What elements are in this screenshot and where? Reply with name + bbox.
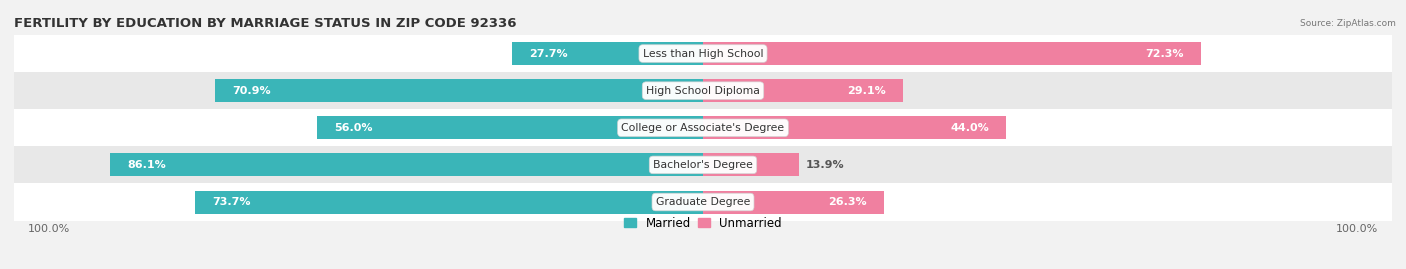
Text: College or Associate's Degree: College or Associate's Degree <box>621 123 785 133</box>
Bar <box>14 183 1392 221</box>
Text: 100.0%: 100.0% <box>1336 224 1378 233</box>
Text: Graduate Degree: Graduate Degree <box>655 197 751 207</box>
Bar <box>703 116 1007 139</box>
Text: 29.1%: 29.1% <box>848 86 886 96</box>
Text: 26.3%: 26.3% <box>828 197 868 207</box>
Bar <box>318 116 703 139</box>
Text: 70.9%: 70.9% <box>232 86 270 96</box>
Text: 100.0%: 100.0% <box>28 224 70 233</box>
Text: 56.0%: 56.0% <box>335 123 373 133</box>
Text: High School Diploma: High School Diploma <box>647 86 759 96</box>
Text: 72.3%: 72.3% <box>1146 48 1184 59</box>
Bar <box>14 146 1392 183</box>
Bar <box>512 42 703 65</box>
Bar <box>703 42 1201 65</box>
Text: 27.7%: 27.7% <box>530 48 568 59</box>
Bar <box>14 109 1392 146</box>
Bar <box>14 72 1392 109</box>
Bar <box>703 79 904 102</box>
Text: 44.0%: 44.0% <box>950 123 988 133</box>
Text: Source: ZipAtlas.com: Source: ZipAtlas.com <box>1301 19 1396 28</box>
Bar <box>110 153 703 176</box>
Bar <box>215 79 703 102</box>
Bar <box>195 190 703 214</box>
Text: 13.9%: 13.9% <box>806 160 844 170</box>
Text: 73.7%: 73.7% <box>212 197 252 207</box>
Bar <box>14 35 1392 72</box>
Bar <box>703 190 884 214</box>
Text: FERTILITY BY EDUCATION BY MARRIAGE STATUS IN ZIP CODE 92336: FERTILITY BY EDUCATION BY MARRIAGE STATU… <box>14 17 516 30</box>
Bar <box>703 153 799 176</box>
Text: Bachelor's Degree: Bachelor's Degree <box>652 160 754 170</box>
Legend: Married, Unmarried: Married, Unmarried <box>624 217 782 229</box>
Text: Less than High School: Less than High School <box>643 48 763 59</box>
Text: 86.1%: 86.1% <box>127 160 166 170</box>
